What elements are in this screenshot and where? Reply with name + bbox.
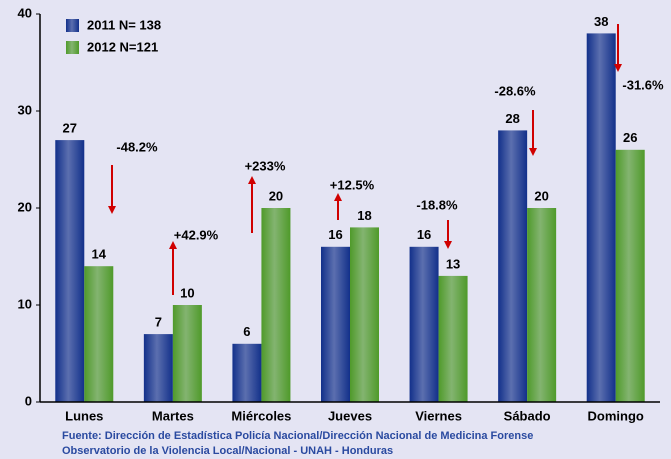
x-tick-label: Lunes	[65, 408, 103, 423]
value-label: 16	[328, 227, 342, 242]
value-label: 28	[505, 111, 519, 126]
y-tick-label: 0	[25, 393, 32, 408]
value-label: 13	[446, 256, 460, 271]
change-label: -28.6%	[494, 83, 536, 98]
bar	[498, 130, 528, 402]
value-label: 14	[92, 247, 107, 262]
source-line: Observatorio de la Violencia Local/Nacio…	[62, 445, 393, 457]
change-label: +12.5%	[330, 177, 375, 192]
bar	[232, 343, 262, 402]
value-label: 6	[243, 324, 250, 339]
x-tick-label: Martes	[152, 408, 194, 423]
y-tick-label: 40	[18, 5, 32, 20]
legend-swatch	[66, 19, 79, 32]
value-label: 10	[180, 285, 194, 300]
bar	[321, 246, 350, 402]
value-label: 20	[534, 188, 548, 203]
y-tick-label: 20	[18, 199, 32, 214]
change-label: -31.6%	[622, 77, 664, 92]
change-label: +42.9%	[174, 227, 219, 242]
legend-swatch	[66, 41, 79, 54]
source-line: Fuente: Dirección de Estadística Policía…	[62, 430, 533, 442]
bar	[143, 334, 173, 402]
legend-label: 2011 N= 138	[87, 17, 161, 32]
value-label: 26	[623, 130, 637, 145]
y-tick-label: 30	[18, 102, 32, 117]
value-label: 18	[357, 208, 371, 223]
change-label: +233%	[245, 158, 286, 173]
value-label: 27	[63, 121, 77, 136]
x-tick-label: Viernes	[415, 408, 462, 423]
x-tick-label: Sábado	[504, 408, 551, 423]
x-tick-label: Miércoles	[231, 408, 291, 423]
value-label: 38	[594, 14, 608, 29]
bar	[350, 227, 379, 402]
y-tick-label: 10	[18, 296, 32, 311]
bar	[438, 275, 468, 402]
bar	[409, 246, 439, 402]
bar	[261, 208, 291, 402]
bar	[55, 140, 85, 402]
x-tick-label: Jueves	[328, 408, 372, 423]
value-label: 7	[155, 315, 162, 330]
bar	[527, 208, 557, 402]
bar	[84, 266, 114, 402]
bar	[615, 149, 645, 402]
change-label: -48.2%	[116, 139, 158, 154]
bar	[172, 305, 202, 402]
bar	[586, 33, 616, 403]
legend-label: 2012 N=121	[87, 39, 158, 54]
x-tick-label: Domingo	[588, 408, 644, 423]
value-label: 20	[269, 188, 283, 203]
change-label: -18.8%	[416, 197, 458, 212]
value-label: 16	[417, 227, 431, 242]
